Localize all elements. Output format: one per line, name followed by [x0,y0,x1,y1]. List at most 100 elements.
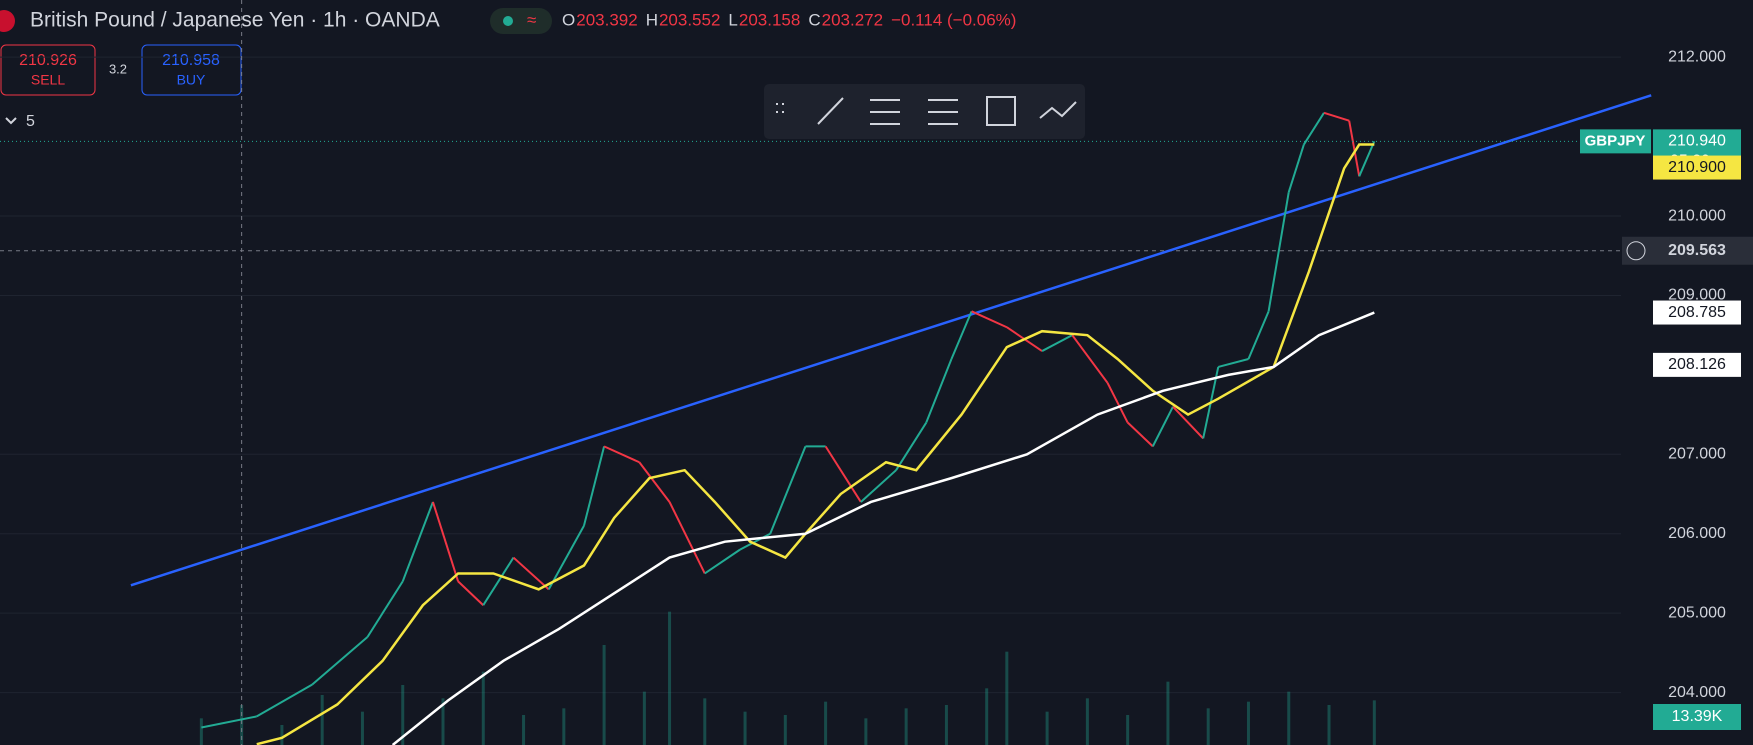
volume-bar [1005,651,1009,745]
channel-tool[interactable] [928,99,958,125]
y-tick-label: 207.000 [1668,446,1726,463]
volume-bar [240,705,244,745]
price-segment [668,501,706,574]
fib-tool[interactable] [870,99,900,125]
drawing-toolbar [764,84,1085,139]
price-segment [925,358,953,423]
price-segment [1358,140,1376,177]
volume-bar [320,695,324,745]
price-segment [1041,334,1073,352]
level-label: 208.126 [1668,356,1726,373]
price-segment [824,445,862,503]
moving-average [391,311,1375,745]
volume-bar [602,645,606,745]
y-tick-label: 204.000 [1668,684,1726,701]
price-segment [1247,310,1270,360]
buy-label: BUY [177,72,206,88]
volume-bar [1327,705,1331,745]
price-segment [1151,406,1174,447]
price-segment [971,310,1008,329]
volume-box [1653,704,1741,730]
last-price-label: 210.940 [1668,133,1726,150]
volume-bar [642,691,646,745]
price-segment [582,446,606,527]
volume-bar [481,671,485,745]
ohlc-value: 203.158 [739,10,800,29]
price-segment [860,469,897,503]
level-box [1653,352,1741,377]
volume-bar [1126,715,1130,745]
sell-label: SELL [31,72,65,88]
price-segment [1323,111,1350,122]
add-alert-icon[interactable] [1626,241,1646,261]
volume-bar [985,688,989,745]
volume-bar [280,725,284,745]
price-segment [603,445,640,464]
ohlc-value: 203.552 [659,10,720,29]
volume-bar [783,715,787,745]
rectangle-tool[interactable] [986,96,1016,126]
crosshair-box [1622,236,1753,265]
ohlc-key: O [562,10,575,29]
price-segment [256,683,313,718]
flag-icon [0,10,15,32]
header: British Pound / Japanese Yen · 1h · OAND… [0,8,1016,34]
price-segment [482,557,515,606]
collapse-icon[interactable] [5,117,17,125]
drag-handle[interactable] [776,103,784,113]
volume-bar [1206,708,1210,745]
data-icon: ≈ [527,10,536,29]
moving-average [256,143,1375,745]
volume-bar [1287,691,1291,745]
price-segment [431,501,460,582]
volume-bar [668,611,672,745]
status-pill[interactable] [490,8,552,34]
volume-bar [360,711,364,745]
volume-bar [703,698,707,745]
symbol-title: British Pound / Japanese Yen · 1h · OAND… [30,9,440,32]
ohlc-key: H [646,10,658,29]
volume-bar [904,708,908,745]
price-segment [512,556,550,591]
ohlc-key: C [808,10,820,29]
trend-line [130,94,1652,587]
price-segment [895,422,928,471]
volume-bar [1045,711,1049,745]
y-tick-label: 205.000 [1668,604,1726,621]
sell-price: 210.926 [19,52,77,69]
price-segment [1126,421,1154,448]
price-segment [1287,144,1305,193]
trend-line-tool[interactable] [817,97,844,125]
y-tick-label: 209.000 [1668,287,1726,304]
price-segment [457,580,484,606]
y-tick-label: 206.000 [1668,525,1726,542]
price-segment [950,310,973,360]
price-segment [201,715,257,729]
price-segment [1348,120,1361,177]
volume-bar [199,718,203,745]
volume-label: 13.39K [1672,708,1723,725]
ohlc-value: 203.272 [822,10,883,29]
price-segment [366,580,404,638]
price-segment [1303,112,1325,146]
volume-bar [562,708,566,745]
indicator-count: 5 [26,113,35,130]
volume-bar [743,711,747,745]
ohlc: O 203.392 H 203.552 L 203.158 C 203.272 −0.114 (… [562,10,1016,29]
ohlc-key: L [728,10,737,29]
price-segment [638,461,671,503]
level-label: 208.785 [1668,304,1726,321]
y-tick-label: 210.000 [1668,207,1726,224]
volume-bar [1085,698,1089,745]
ma-price-label: 210.900 [1668,159,1726,176]
volume-bar [1246,701,1250,745]
path-tool[interactable] [1039,101,1077,119]
symbol-tag [1580,129,1651,154]
volume-bar [824,701,828,745]
price-segment [769,445,807,535]
price-segment [1267,192,1290,312]
price-segment [547,525,585,590]
